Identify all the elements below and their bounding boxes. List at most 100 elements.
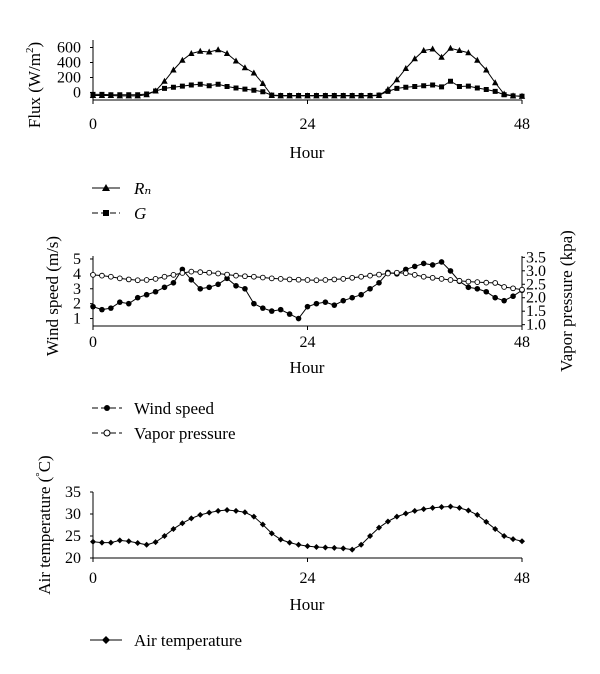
series-air-temperature-point (447, 503, 454, 510)
legend-vapor-pressure: Vapor pressure (92, 424, 236, 443)
series-vapor-pressure-point (161, 273, 168, 280)
series-wind-speed-point (125, 300, 132, 307)
series-vapor-pressure-point (125, 276, 132, 283)
legend-g: G (92, 204, 146, 223)
legend-air-temperature-label: Air temperature (134, 631, 242, 650)
series-wind-speed-point (233, 282, 239, 289)
series-vapor-pressure-point (188, 268, 195, 275)
series-air-temperature-point (358, 541, 365, 548)
air-temp-y-axis-title-main: Air temperature ( (35, 476, 54, 594)
series-air-temperature-point (474, 511, 481, 518)
air-temp-y-axis-title-degree: ° (34, 472, 46, 476)
series-air-temperature-point (367, 533, 374, 539)
wind-y-tick-label: 3 (73, 281, 81, 298)
series-g-point (287, 93, 293, 98)
series-r-point (170, 66, 177, 73)
series-wind-speed-point (429, 262, 436, 268)
series-air-temperature-point (215, 507, 222, 514)
wind-y-tick-label: 2 (73, 296, 81, 313)
series-air-temperature-point (384, 518, 391, 525)
air-temp-legend: Air temperature (90, 631, 242, 650)
series-g-point (349, 93, 355, 98)
series-g-point (331, 93, 337, 98)
series-vapor-pressure-point (152, 276, 159, 282)
series-g-point (519, 93, 525, 99)
series-vapor-pressure-point (197, 269, 204, 276)
air-temp-y-axis-title-unit: C) (35, 455, 54, 472)
flux-y-tick-label: 600 (57, 40, 81, 57)
series-wind-speed-point (99, 306, 105, 313)
series-r-point (205, 48, 213, 55)
series-g-point (510, 93, 516, 99)
series-g-point (242, 86, 248, 92)
series-g-point (170, 84, 176, 90)
series-r-point (447, 44, 454, 51)
air-temp-y-axis-title: Air temperature (°C) (34, 455, 54, 594)
series-air-temperature-point (411, 507, 418, 514)
series-g-point (260, 89, 266, 95)
series-wind-speed-point (492, 294, 498, 301)
vapor-y-axis-title: Vapor pressure (kpa) (557, 230, 576, 372)
wind-vapor-chart: Wind speed (m/s) Vapor pressure (kpa) 12… (43, 230, 576, 443)
series-air-temperature-point (197, 511, 204, 518)
series-air-temperature-point (376, 524, 382, 531)
wind-x-tick-label: 24 (300, 334, 316, 351)
series-r-point (250, 69, 258, 76)
series-vapor-pressure-point (179, 270, 186, 276)
series-vapor-pressure-point (242, 273, 248, 280)
series-air-temperature-point (268, 530, 275, 537)
series-wind-speed-point (447, 268, 454, 274)
series-wind-speed-point (322, 299, 329, 305)
series-vapor-pressure-point (519, 286, 525, 293)
series-wind-speed-point (501, 297, 507, 304)
series-g-point (501, 92, 507, 98)
series-g-point (448, 78, 453, 84)
legend-g-label: G (134, 204, 146, 223)
vapor-y-tick-label: 3.0 (526, 263, 546, 280)
series-air-temperature-point (393, 513, 400, 520)
series-vapor-pressure-point (411, 271, 418, 278)
series-vapor-pressure-point (143, 277, 150, 283)
series-r-point (456, 47, 463, 53)
series-wind-speed-point (483, 288, 490, 295)
air-temp-x-tick-label: 24 (300, 570, 316, 587)
series-wind-speed-point (358, 291, 364, 298)
series-air-temperature-point (322, 544, 329, 551)
series-wind-speed-point (268, 308, 275, 314)
series-air-temperature-point (304, 543, 311, 550)
series-r-point (420, 47, 427, 53)
series-vapor-pressure-point (474, 279, 481, 285)
series-air-temperature-point (143, 541, 150, 548)
wind-x-tick-label: 48 (514, 334, 530, 351)
series-vapor-pressure-point (286, 276, 293, 283)
series-vapor-pressure-point (322, 277, 329, 283)
series-air-temperature-point (98, 539, 105, 546)
series-r-point (223, 50, 231, 56)
series-wind-speed-point (251, 300, 257, 307)
flux-x-tick-label: 0 (89, 116, 97, 133)
series-wind-speed-point (411, 263, 418, 270)
series-r-point (491, 79, 499, 86)
series-wind-speed-point (295, 315, 302, 322)
legend-wind-speed-marker (104, 405, 110, 411)
series-g-point (144, 91, 150, 97)
legend-rn: Rₙ (92, 179, 151, 198)
series-g-point (179, 83, 185, 89)
series-vapor-pressure-point (420, 273, 427, 280)
series-wind-speed-point (90, 303, 96, 310)
series-air-temperature-point (277, 536, 284, 543)
series-g (90, 78, 525, 99)
series-wind-speed-point (438, 259, 445, 265)
series-r-point (402, 65, 410, 71)
series-g-point (403, 84, 409, 90)
series-g-point (269, 92, 275, 98)
legend-g-marker (103, 210, 109, 216)
series-air-temperature-point (241, 509, 248, 516)
series-wind-speed-point (376, 280, 382, 286)
series-g-point (126, 92, 132, 98)
series-g-point (412, 84, 418, 89)
series-vapor-pressure-point (99, 272, 105, 279)
series-vapor-pressure-point (134, 277, 141, 284)
